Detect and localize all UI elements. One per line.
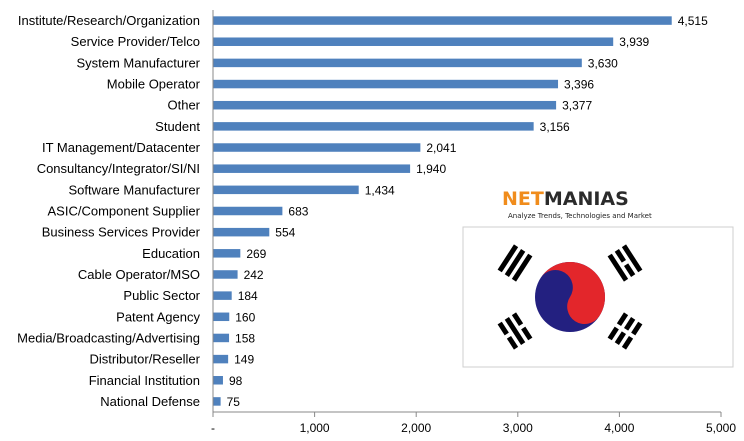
category-label: Institute/Research/Organization (18, 13, 200, 28)
category-label: Financial Institution (89, 373, 200, 388)
category-label: Education (142, 246, 200, 261)
x-tick-label: 3,000 (503, 421, 533, 435)
value-label: 160 (235, 310, 255, 324)
value-label: 98 (229, 374, 243, 388)
category-label: Consultancy/Integrator/SI/NI (37, 161, 200, 176)
trigram-bar (621, 244, 643, 273)
bar (213, 249, 241, 258)
bar (213, 79, 559, 89)
trigram-ri (497, 312, 533, 350)
value-label: 4,515 (678, 14, 708, 28)
logo-net-text: NET (502, 188, 544, 210)
category-label: Distributor/Reseller (89, 352, 200, 367)
value-label: 3,939 (619, 35, 649, 49)
category-label: Patent Agency (116, 309, 200, 324)
bar (213, 227, 270, 237)
taegeuk-red (540, 262, 605, 325)
category-label: Public Sector (123, 288, 200, 303)
trigram-bar (621, 335, 634, 350)
trigram-gon (607, 312, 643, 350)
trigram-bar (497, 244, 519, 273)
value-label: 184 (238, 289, 258, 303)
trigram-bar (623, 317, 636, 331)
trigram-bar (504, 249, 526, 277)
trigram-bar (607, 253, 629, 282)
trigram-gam (607, 244, 643, 282)
value-label: 242 (244, 268, 264, 282)
bar (213, 58, 582, 68)
category-label: National Defense (100, 394, 200, 409)
trigram-bar (521, 326, 533, 341)
trigram-bar (511, 312, 524, 327)
trigram-bar (497, 321, 509, 336)
category-label: Mobile Operator (107, 77, 201, 92)
trigram-bar (511, 253, 533, 282)
value-label: 3,377 (562, 99, 592, 113)
bar (213, 397, 221, 406)
logo-tagline: Analyze Trends, Technologies and Market (508, 212, 652, 220)
bar (213, 16, 672, 25)
value-label: 554 (275, 226, 295, 240)
bar (213, 354, 229, 364)
category-labels: Institute/Research/Organization Service P… (17, 13, 200, 409)
x-tick-label: - (211, 421, 215, 435)
logo-manias-text: MANIAS (544, 188, 629, 210)
bar (213, 333, 230, 343)
bar (213, 37, 614, 46)
taegeuk-emblem (535, 262, 605, 332)
category-label: Media/Broadcasting/Advertising (17, 330, 200, 345)
trigram-bar (614, 249, 627, 263)
trigram-bar (631, 321, 643, 336)
bar (213, 376, 223, 385)
bar (213, 312, 230, 322)
value-label: 3,396 (564, 78, 594, 92)
bar (213, 185, 359, 195)
x-tick-label: 1,000 (300, 421, 330, 435)
bar (213, 291, 232, 300)
value-label: 683 (288, 205, 308, 219)
value-label: 75 (227, 395, 241, 409)
category-label: Software Manufacturer (68, 182, 200, 197)
trigram-bar (506, 335, 519, 350)
value-label: 149 (234, 353, 254, 367)
x-tick-label: 2,000 (401, 421, 431, 435)
bar (213, 270, 238, 279)
bar (213, 122, 534, 131)
bars-group (213, 16, 672, 406)
category-label: IT Management/Datacenter (42, 140, 201, 155)
bar (213, 100, 557, 110)
trigram-geon (497, 244, 533, 282)
trigrams (497, 244, 643, 350)
x-axis-ticks: - 1,000 2,000 3,000 4,000 5,000 (211, 412, 736, 435)
value-label: 3,630 (588, 56, 618, 70)
category-label: Service Provider/Telco (71, 34, 200, 49)
south-korea-flag (462, 226, 734, 368)
value-label: 1,434 (365, 183, 395, 197)
value-label: 269 (246, 247, 266, 261)
value-label: 2,041 (426, 141, 456, 155)
category-label: Other (167, 98, 200, 113)
bar (213, 143, 421, 152)
trigram-bar (614, 331, 627, 345)
value-label: 3,156 (540, 120, 570, 134)
trigram-bar (504, 317, 526, 345)
svg-text:NETMANIAS: NETMANIAS (502, 188, 629, 210)
bar (213, 206, 283, 216)
netmanias-logo: NETMANIAS Analyze Trends, Technologies a… (502, 188, 652, 220)
category-label: Cable Operator/MSO (78, 267, 200, 282)
category-label: Student (155, 119, 200, 134)
category-label: System Manufacturer (76, 55, 200, 70)
trigram-bar (623, 263, 636, 277)
category-label: Business Services Provider (42, 225, 201, 240)
x-tick-label: 4,000 (604, 421, 634, 435)
trigram-bar (607, 326, 619, 341)
bar (213, 164, 411, 173)
x-tick-label: 5,000 (706, 421, 736, 435)
category-label: ASIC/Component Supplier (48, 204, 201, 219)
value-label: 1,940 (416, 162, 446, 176)
trigram-bar (616, 312, 629, 327)
value-label: 158 (235, 331, 255, 345)
